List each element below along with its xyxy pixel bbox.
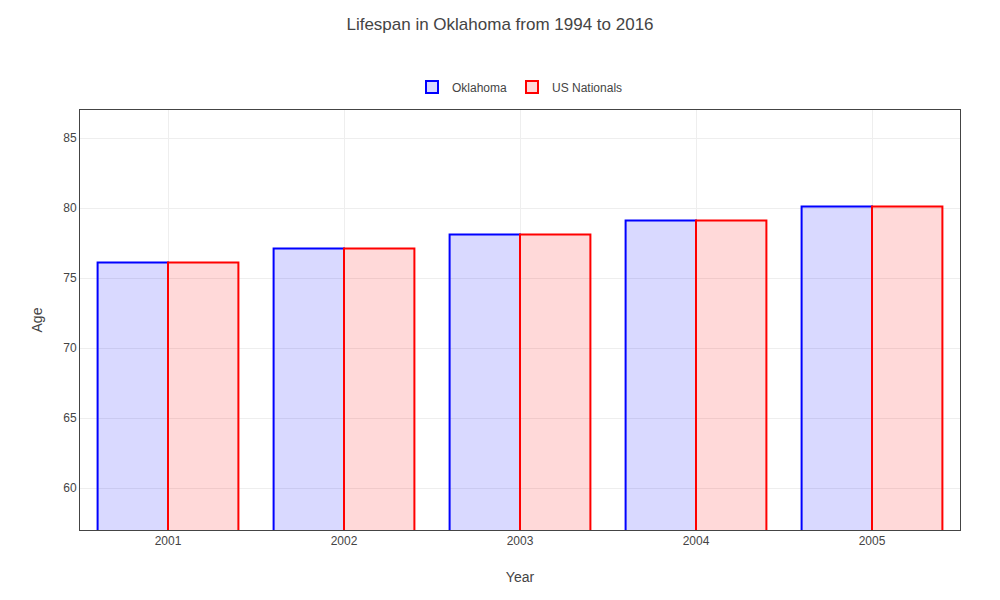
svg-text:Lifespan in Oklahoma from 1994: Lifespan in Oklahoma from 1994 to 2016 xyxy=(346,15,653,34)
svg-text:2004: 2004 xyxy=(683,534,710,548)
svg-text:Age: Age xyxy=(29,307,45,332)
svg-text:2005: 2005 xyxy=(859,534,886,548)
svg-text:85: 85 xyxy=(63,131,77,145)
svg-text:60: 60 xyxy=(63,481,77,495)
svg-text:Oklahoma: Oklahoma xyxy=(452,81,507,95)
svg-text:2003: 2003 xyxy=(507,534,534,548)
svg-text:75: 75 xyxy=(63,271,77,285)
svg-text:80: 80 xyxy=(63,201,77,215)
svg-text:70: 70 xyxy=(63,341,77,355)
svg-text:Year: Year xyxy=(506,569,535,585)
svg-text:65: 65 xyxy=(63,411,77,425)
svg-text:2001: 2001 xyxy=(155,534,182,548)
svg-text:US Nationals: US Nationals xyxy=(552,81,622,95)
svg-text:2002: 2002 xyxy=(331,534,358,548)
